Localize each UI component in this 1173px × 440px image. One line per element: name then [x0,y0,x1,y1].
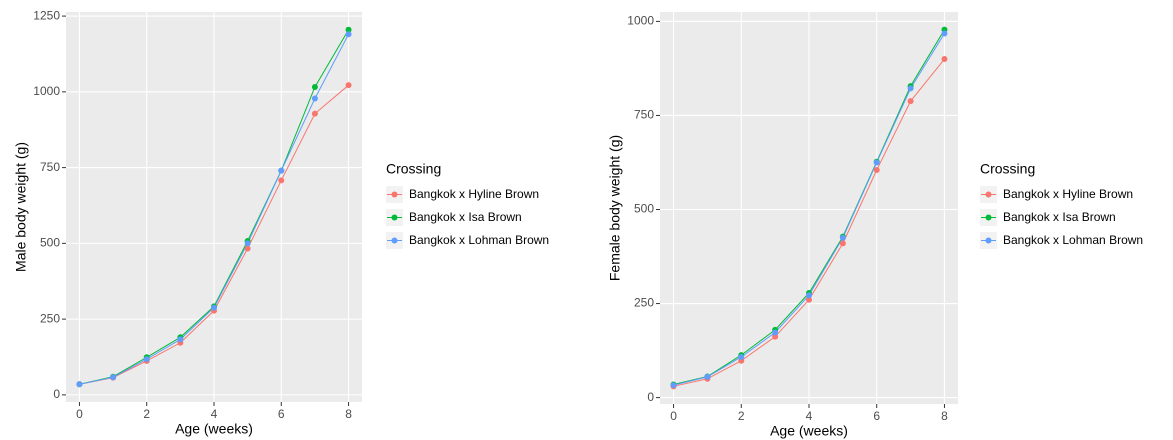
data-point [345,31,352,38]
data-point [278,167,285,174]
x-axis-title: Age (weeks) [770,423,848,439]
x-tick-label: 0 [76,407,83,421]
legend-label: Bangkok x Lohman Brown [1003,233,1143,247]
legend-key-point [391,237,398,244]
legend-label: Bangkok x Isa Brown [409,210,522,224]
y-axis-title: Male body weight (g) [13,142,29,272]
y-tick-label: 750 [634,108,654,122]
data-point [311,95,318,102]
data-point [311,84,318,90]
data-point [345,82,352,89]
y-tick-label: 500 [634,202,654,216]
y-axis-title: Female body weight (g) [607,135,623,281]
y-tick-label: 1250 [33,8,60,22]
data-point [143,356,150,363]
x-tick-label: 6 [873,409,880,423]
x-tick-label: 2 [738,409,745,423]
data-point [907,85,914,92]
legend-key-point [985,237,992,244]
data-point [839,240,846,247]
y-tick-label: 250 [634,296,654,310]
legend-label: Bangkok x Lohman Brown [409,233,549,247]
data-point [941,30,948,37]
y-tick-label: 750 [40,160,60,174]
legend-label: Bangkok x Isa Brown [1003,210,1116,224]
data-point [873,167,880,174]
x-tick-label: 4 [806,409,813,423]
data-point [806,292,812,299]
data-point [806,296,812,303]
data-point [311,110,318,117]
data-point [738,353,745,360]
x-tick-label: 4 [211,407,218,421]
data-point [211,304,217,311]
data-point [177,336,184,343]
legend-label: Bangkok x Hyline Brown [1003,187,1133,201]
y-tick-label: 1000 [33,84,60,98]
legend-key-point [391,191,398,198]
data-point [839,234,846,241]
data-point [873,159,880,166]
y-tick-label: 0 [647,390,654,404]
y-tick-label: 0 [53,387,60,401]
legend-key-point [391,214,398,221]
legend-key-point [985,214,992,221]
legend-title: Crossing [980,161,1035,177]
data-point [278,177,285,184]
data-point [76,381,83,388]
data-point [670,382,677,389]
legend-key-point [985,191,992,198]
legend-label: Bangkok x Hyline Brown [409,187,539,201]
data-point [345,26,352,33]
data-point [244,240,251,247]
x-tick-label: 6 [278,407,285,421]
legend-title: Crossing [386,161,441,177]
y-tick-label: 1000 [627,14,654,28]
x-tick-label: 8 [941,409,948,423]
x-tick-label: 0 [670,409,677,423]
y-tick-label: 500 [40,236,60,250]
data-point [772,329,779,336]
data-point [941,56,948,63]
data-point [907,98,914,105]
data-point [772,333,779,340]
data-point [704,373,711,380]
x-tick-label: 8 [345,407,352,421]
y-tick-label: 250 [40,311,60,325]
x-tick-label: 2 [143,407,150,421]
data-point [244,245,251,252]
data-point [110,374,117,381]
x-axis-title: Age (weeks) [175,421,253,437]
